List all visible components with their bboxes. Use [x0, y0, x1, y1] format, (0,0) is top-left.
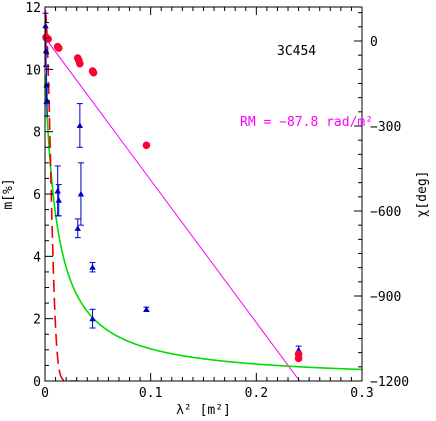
y-axis-right-label: χ[deg]: [415, 171, 430, 218]
y-right-tick-label: −300: [370, 120, 401, 135]
triangle-point: [143, 306, 150, 312]
y-right-tick-label: −1200: [370, 375, 409, 390]
x-axis-label: λ² [m²]: [176, 403, 231, 418]
circle-point: [44, 35, 52, 43]
y-left-tick-label: 12: [25, 1, 41, 16]
y-left-tick-label: 0: [33, 375, 41, 390]
y-left-tick-label: 6: [33, 188, 41, 203]
y-right-tick-label: −600: [370, 205, 401, 220]
y-right-tick-label: 0: [370, 35, 378, 50]
y-axis-left-label: m[%]: [1, 178, 16, 209]
circle-point: [54, 44, 63, 52]
circle-point: [294, 354, 303, 363]
x-tick-label: 0.2: [245, 386, 268, 401]
triangle-point: [42, 47, 50, 54]
y-right-tick-label: −900: [370, 290, 401, 305]
triangle-point: [76, 122, 84, 128]
circle-point: [89, 68, 98, 77]
x-tick-label: 0.3: [350, 386, 373, 401]
tick-labels: 0 0.1 0.2 0.3 0 2 4 6 8 10 12 0 −300 −600 −900 −1200: [25, 1, 409, 401]
x-tick-label: 0: [41, 386, 49, 401]
curve-red-model: [45, 9, 77, 381]
y-left-tick-label: 2: [33, 313, 41, 328]
curve-rm-fit: [45, 37, 301, 381]
rm-annotation: RM = −87.8 rad/m²: [240, 115, 373, 130]
triangle-point: [42, 22, 49, 29]
axis-ticks: [44, 6, 363, 382]
triangle-point: [77, 190, 85, 197]
x-tick-label: 0.1: [139, 386, 162, 401]
triangle-point: [89, 264, 96, 270]
triangle-point: [55, 197, 62, 203]
curve-green-model: [45, 74, 362, 371]
y-left-tick-label: 10: [25, 63, 41, 78]
triangle-point: [89, 315, 96, 322]
source-annotation: 3C454: [277, 44, 316, 59]
circle-point: [142, 141, 151, 150]
y-left-tick-label: 8: [33, 126, 41, 141]
triangle-point: [54, 187, 61, 194]
circle-point: [76, 59, 84, 68]
y-left-tick-label: 4: [33, 250, 41, 265]
triangle-point: [74, 225, 81, 231]
data-marks: [42, 12, 303, 363]
